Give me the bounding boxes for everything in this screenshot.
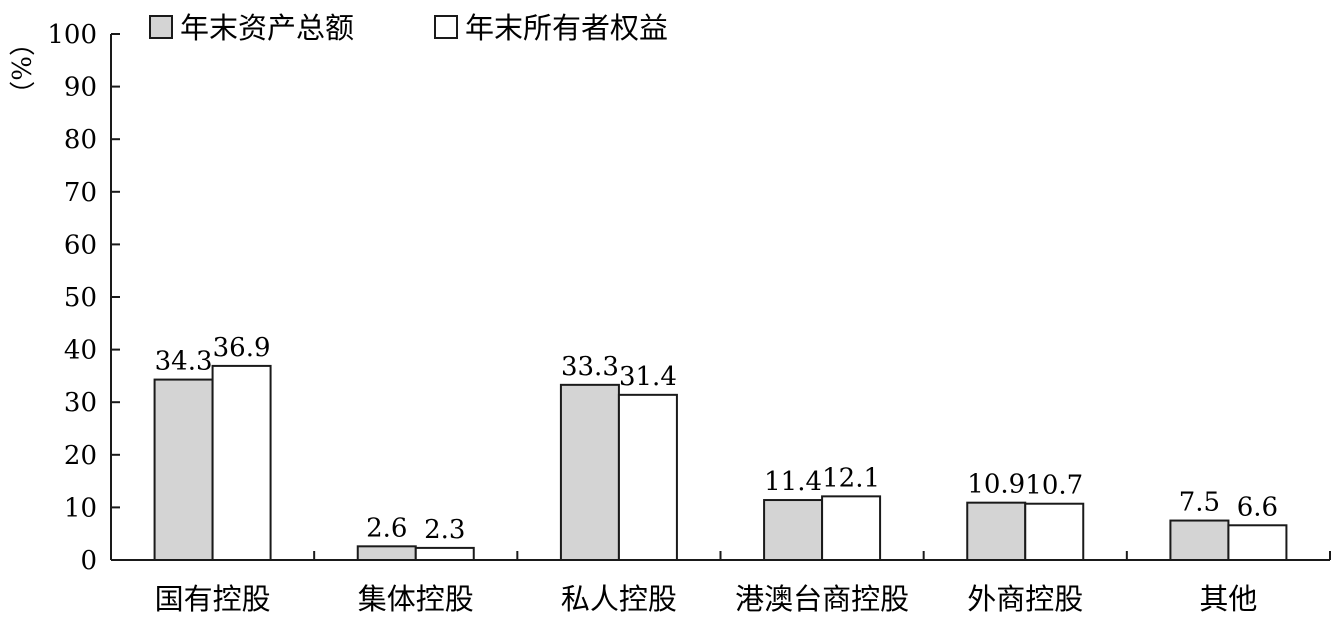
data-label-series-1: 11.4 xyxy=(764,467,822,497)
legend: 年末资产总额 年末所有者权益 xyxy=(149,11,668,45)
category-label: 其他 xyxy=(1199,582,1257,616)
bar-series-2 xyxy=(414,546,475,561)
legend-label-series-1: 年末资产总额 xyxy=(180,11,354,45)
y-axis-label: （%） xyxy=(5,30,35,107)
bar-series-2 xyxy=(617,393,678,561)
bar-series-1 xyxy=(559,383,620,562)
category-label: 港澳台商控股 xyxy=(735,582,909,616)
bar-series-1 xyxy=(356,545,417,561)
data-label-series-2: 36.9 xyxy=(213,333,271,363)
bars xyxy=(153,364,1288,562)
data-label-series-1: 33.3 xyxy=(561,352,619,382)
data-label-series-2: 12.1 xyxy=(822,463,880,493)
y-tick-label: 70 xyxy=(64,178,97,208)
y-tick-label: 40 xyxy=(64,336,97,366)
data-label-series-1: 34.3 xyxy=(155,347,213,377)
y-tick-label: 80 xyxy=(64,125,97,155)
axes: 0 10 20 30 40 50 60 70 80 90 100 国有控股 集体控股 私人控股 港澳台商控股… xyxy=(47,20,1331,616)
y-tick-label: 60 xyxy=(64,230,97,260)
y-tick-label: 50 xyxy=(64,283,97,313)
category-label: 外商控股 xyxy=(967,582,1083,616)
data-label-series-2: 2.3 xyxy=(424,515,465,545)
data-label-series-2: 31.4 xyxy=(619,362,677,392)
bar-series-2 xyxy=(821,495,882,562)
bar-series-2 xyxy=(1024,502,1085,561)
y-tick-label: 0 xyxy=(80,546,97,576)
category-label: 私人控股 xyxy=(561,582,677,616)
data-labels: 34.3 36.9 2.6 2.3 33.3 31.4 11.4 12.1 10.9 10.7 7.… xyxy=(155,333,1278,545)
legend-swatch-series-2 xyxy=(434,15,458,39)
y-tick-label: 10 xyxy=(64,493,97,523)
bar-series-2 xyxy=(1227,524,1288,561)
y-tick-label: 90 xyxy=(64,73,97,103)
y-tick-label: 20 xyxy=(64,441,97,471)
data-label-series-1: 7.5 xyxy=(1179,488,1220,518)
bar-series-2 xyxy=(211,364,272,561)
legend-swatch-series-1 xyxy=(149,15,173,39)
data-label-series-2: 10.7 xyxy=(1025,471,1083,501)
bar-series-1 xyxy=(763,499,824,562)
bar-series-1 xyxy=(153,378,214,561)
data-label-series-1: 10.9 xyxy=(967,470,1025,500)
category-label: 集体控股 xyxy=(358,582,474,616)
y-tick-label: 100 xyxy=(47,20,97,50)
category-label: 国有控股 xyxy=(155,582,271,616)
legend-label-series-2: 年末所有者权益 xyxy=(465,11,668,45)
data-label-series-1: 2.6 xyxy=(366,513,407,543)
bar-series-1 xyxy=(1169,519,1230,561)
y-tick-label: 30 xyxy=(64,388,97,418)
data-label-series-2: 6.6 xyxy=(1237,492,1278,522)
bar-series-1 xyxy=(966,501,1027,561)
